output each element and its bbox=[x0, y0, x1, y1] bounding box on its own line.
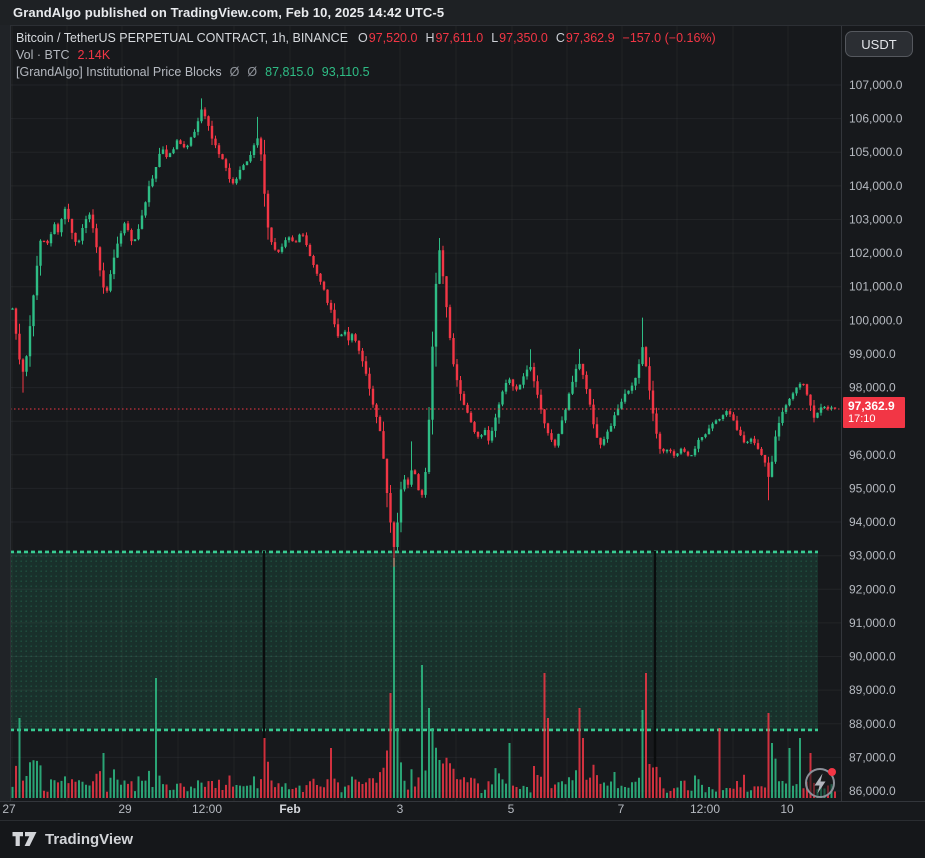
last-price-time: 17:10 bbox=[848, 413, 876, 425]
watermark-bar: TradingView bbox=[0, 820, 925, 858]
currency-toggle-button[interactable]: USDT bbox=[845, 31, 913, 57]
ohlc-open-value: 97,520.0 bbox=[368, 31, 418, 45]
last-price-value: 97,362.9 bbox=[848, 399, 895, 413]
chart-legend: Bitcoin / TetherUS PERPETUAL CONTRACT, 1… bbox=[16, 31, 716, 82]
time-tick-label: 29 bbox=[118, 802, 132, 816]
ohlc-high-value: 97,611.0 bbox=[435, 31, 484, 45]
ohlc-low-label: L bbox=[491, 31, 499, 45]
price-tick-label: 95,000.0 bbox=[849, 481, 896, 495]
ohlc-high-label: H bbox=[425, 31, 435, 45]
ohlc-close-value: 97,362.9 bbox=[565, 31, 615, 45]
time-tick-label: 12:00 bbox=[690, 802, 720, 816]
time-tick-label: 3 bbox=[397, 802, 404, 816]
change-value: −157.0 (−0.16%) bbox=[622, 31, 716, 45]
notification-dot bbox=[828, 768, 836, 776]
price-tick-label: 106,000.0 bbox=[849, 112, 903, 126]
price-tick-label: 86,000.0 bbox=[849, 784, 896, 798]
last-price-flag: 97,362.9 17:10 bbox=[843, 397, 905, 428]
legend-indicator-row[interactable]: [GrandAlgo] Institutional Price Blocks Ø… bbox=[16, 65, 716, 82]
indicator-empty-value-icon: Ø bbox=[229, 65, 240, 79]
time-axis-ticks: 27 29 12:00 Feb 3 5 7 12:00 10 bbox=[2, 802, 794, 816]
publish-banner: GrandAlgo published on TradingView.com, … bbox=[0, 0, 925, 25]
indicator-block-low-value: 87,815.0 bbox=[265, 65, 314, 79]
tradingview-logo-icon bbox=[12, 832, 37, 846]
legend-symbol-row[interactable]: Bitcoin / TetherUS PERPETUAL CONTRACT, 1… bbox=[16, 31, 716, 48]
flash-ideas-button[interactable] bbox=[801, 763, 841, 803]
publish-text: GrandAlgo published on TradingView.com, … bbox=[13, 5, 445, 20]
price-tick-label: 105,000.0 bbox=[849, 145, 903, 159]
price-tick-label: 94,000.0 bbox=[849, 515, 896, 529]
price-tick-label: 102,000.0 bbox=[849, 246, 903, 260]
legend-volume-row[interactable]: Vol · BTC 2.14K bbox=[16, 48, 716, 65]
volume-value: 2.14K bbox=[77, 48, 111, 62]
time-tick-label: 10 bbox=[780, 802, 794, 816]
price-tick-label: 89,000.0 bbox=[849, 683, 896, 697]
tradingview-wordmark: TradingView bbox=[45, 831, 134, 848]
price-tick-label: 99,000.0 bbox=[849, 347, 896, 361]
indicator-title: [GrandAlgo] Institutional Price Blocks bbox=[16, 65, 222, 79]
time-tick-label: 12:00 bbox=[192, 802, 222, 816]
price-tick-label: 98,000.0 bbox=[849, 381, 896, 395]
time-tick-label: 5 bbox=[508, 802, 515, 816]
indicator-empty-value-icon: Ø bbox=[247, 65, 258, 79]
symbol-title: Bitcoin / TetherUS PERPETUAL CONTRACT, 1… bbox=[16, 31, 349, 45]
price-tick-label: 107,000.0 bbox=[849, 78, 903, 92]
price-tick-label: 100,000.0 bbox=[849, 313, 903, 327]
institutional-price-block bbox=[10, 550, 818, 798]
time-tick-label: 27 bbox=[2, 802, 16, 816]
volume-label: Vol · BTC bbox=[16, 48, 70, 62]
price-tick-label: 87,000.0 bbox=[849, 750, 896, 764]
candlestick-series bbox=[11, 98, 837, 567]
ohlc-close-label: C bbox=[555, 31, 565, 45]
ohlc-open-label: O bbox=[358, 31, 368, 45]
price-tick-label: 88,000.0 bbox=[849, 717, 896, 731]
ohlc-low-value: 97,350.0 bbox=[499, 31, 548, 45]
time-axis[interactable] bbox=[0, 801, 925, 820]
price-tick-label: 96,000.0 bbox=[849, 448, 896, 462]
price-tick-label: 93,000.0 bbox=[849, 549, 896, 563]
panel-borders bbox=[0, 25, 925, 802]
volume-series bbox=[11, 558, 836, 798]
time-tick-label: 7 bbox=[618, 802, 625, 816]
time-tick-label: Feb bbox=[279, 802, 300, 816]
price-tick-label: 90,000.0 bbox=[849, 650, 896, 664]
price-tick-label: 104,000.0 bbox=[849, 179, 903, 193]
price-tick-label: 103,000.0 bbox=[849, 213, 903, 227]
price-tick-label: 101,000.0 bbox=[849, 280, 903, 294]
indicator-block-high-value: 93,110.5 bbox=[321, 65, 370, 79]
price-tick-label: 92,000.0 bbox=[849, 582, 896, 596]
price-tick-label: 91,000.0 bbox=[849, 616, 896, 630]
lightning-icon bbox=[805, 768, 836, 798]
